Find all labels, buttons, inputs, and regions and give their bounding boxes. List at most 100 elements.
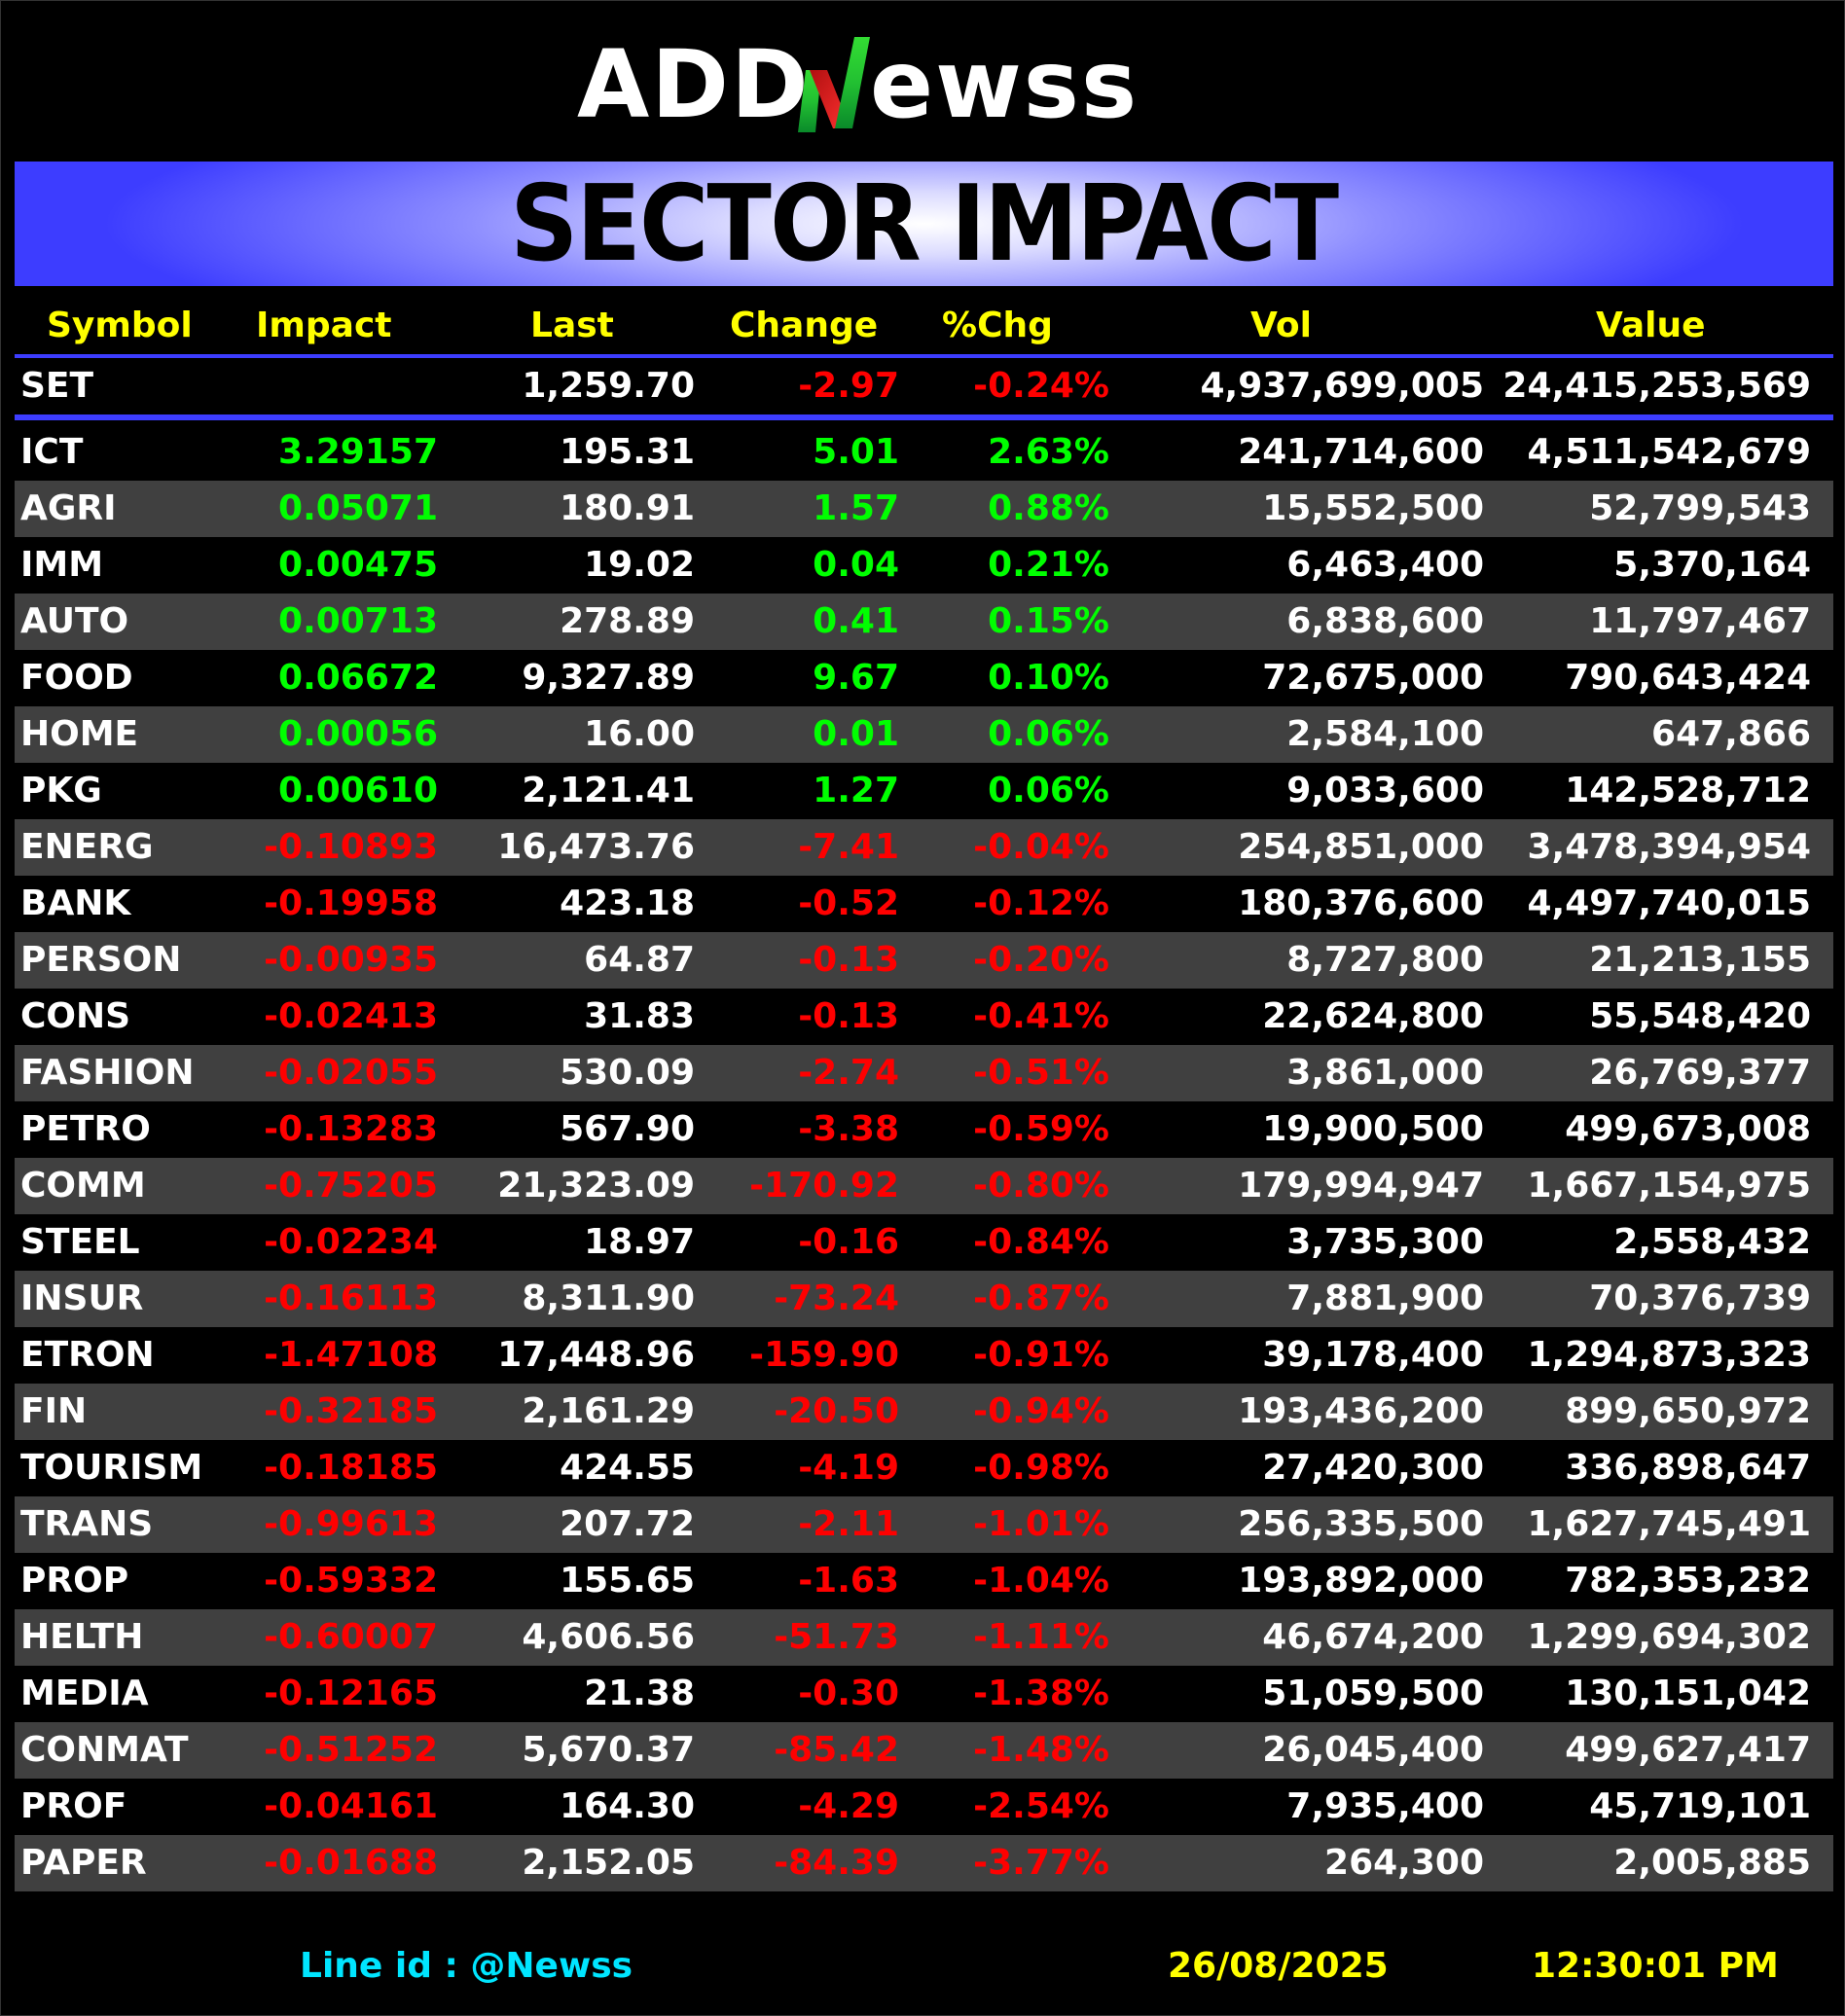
cell-pct-change: -0.41% (973, 996, 1109, 1036)
cell-last: 424.55 (560, 1448, 695, 1488)
cell-volume: 264,300 (1324, 1843, 1484, 1883)
cell-value: 52,799,543 (1589, 488, 1811, 528)
table-row: CONMAT -0.51252 5,670.37 -85.42 -1.48% 26,045… (15, 1722, 1833, 1779)
cell-volume: 72,675,000 (1262, 658, 1484, 698)
cell-impact: 0.06672 (278, 658, 438, 698)
cell-change: -1.63 (798, 1561, 899, 1601)
cell-impact: -0.60007 (264, 1617, 438, 1657)
table-row: FIN -0.32185 2,161.29 -20.50 -0.94% 193,436,2… (15, 1384, 1833, 1440)
header-symbol: Symbol (47, 306, 193, 345)
cell-symbol: PETRO (20, 1109, 151, 1149)
title-banner: SECTOR IMPACT (15, 162, 1833, 286)
cell-volume: 193,436,200 (1238, 1391, 1484, 1431)
sector-table: Symbol Impact Last Change %Chg Vol Value… (15, 298, 1833, 1891)
cell-impact: 0.00056 (278, 714, 438, 754)
table-row: PROP -0.59332 155.65 -1.63 -1.04% 193,892,000… (15, 1553, 1833, 1609)
table-row: ENERG -0.10893 16,473.76 -7.41 -0.04% 254,851… (15, 819, 1833, 876)
table-row: AGRI 0.05071 180.91 1.57 0.88% 15,552,500 52,7… (15, 481, 1833, 537)
cell-volume: 180,376,600 (1238, 883, 1484, 923)
table-row: TOURISM -0.18185 424.55 -4.19 -0.98% 27,420,3… (15, 1440, 1833, 1496)
cell-impact: -0.18185 (264, 1448, 438, 1488)
cell-value: 782,353,232 (1565, 1561, 1811, 1601)
cell-last: 4,606.56 (522, 1617, 695, 1657)
cell-value: 499,673,008 (1565, 1109, 1811, 1149)
cell-change: -2.74 (798, 1053, 899, 1093)
index-value: 24,415,253,569 (1502, 366, 1811, 406)
cell-value: 11,797,467 (1589, 601, 1811, 641)
cell-impact: -0.59332 (264, 1561, 438, 1601)
cell-value: 21,213,155 (1589, 940, 1811, 980)
cell-change: -84.39 (774, 1843, 899, 1883)
table-row: PKG 0.00610 2,121.41 1.27 0.06% 9,033,600 142,… (15, 763, 1833, 819)
cell-volume: 256,335,500 (1238, 1504, 1484, 1544)
cell-value: 1,627,745,491 (1527, 1504, 1811, 1544)
cell-impact: 0.00475 (278, 545, 438, 585)
cell-value: 1,294,873,323 (1527, 1335, 1811, 1375)
table-row: BANK -0.19958 423.18 -0.52 -0.12% 180,376,600… (15, 876, 1833, 932)
cell-impact: -0.51252 (264, 1730, 438, 1770)
cell-pct-change: 2.63% (988, 432, 1109, 472)
cell-symbol: CONS (20, 996, 131, 1036)
cell-pct-change: -0.98% (973, 1448, 1109, 1488)
cell-impact: 0.00610 (278, 771, 438, 810)
cell-value: 790,643,424 (1565, 658, 1811, 698)
cell-symbol: PKG (20, 771, 102, 810)
cell-impact: -0.19958 (264, 883, 438, 923)
cell-pct-change: -0.51% (973, 1053, 1109, 1093)
cell-change: -51.73 (774, 1617, 899, 1657)
header-volume: Vol (1250, 306, 1312, 345)
cell-last: 8,311.90 (522, 1278, 695, 1318)
report-date: 26/08/2025 (1168, 1946, 1389, 1986)
table-row: CONS -0.02413 31.83 -0.13 -0.41% 22,624,800 55… (15, 989, 1833, 1045)
index-last: 1,259.70 (522, 366, 695, 406)
cell-value: 45,719,101 (1589, 1786, 1811, 1826)
cell-volume: 179,994,947 (1238, 1166, 1484, 1206)
cell-last: 21.38 (584, 1674, 695, 1713)
cell-pct-change: -0.91% (973, 1335, 1109, 1375)
cell-value: 26,769,377 (1589, 1053, 1811, 1093)
cell-pct-change: -0.04% (973, 827, 1109, 867)
cell-volume: 3,861,000 (1286, 1053, 1484, 1093)
cell-change: -85.42 (774, 1730, 899, 1770)
cell-volume: 15,552,500 (1262, 488, 1484, 528)
cell-value: 2,005,885 (1613, 1843, 1811, 1883)
cell-change: -20.50 (774, 1391, 899, 1431)
cell-pct-change: -1.48% (973, 1730, 1109, 1770)
cell-pct-change: 0.06% (988, 771, 1109, 810)
logo-text-add: ADD (577, 30, 811, 139)
index-symbol: SET (20, 366, 94, 406)
cell-impact: -0.75205 (264, 1166, 438, 1206)
cell-pct-change: -3.77% (973, 1843, 1109, 1883)
cell-impact: -0.02413 (264, 996, 438, 1036)
header-impact: Impact (256, 306, 392, 345)
cell-pct-change: 0.88% (988, 488, 1109, 528)
cell-impact: -0.01688 (264, 1843, 438, 1883)
table-row: HOME 0.00056 16.00 0.01 0.06% 2,584,100 647,86… (15, 706, 1833, 763)
cell-symbol: MEDIA (20, 1674, 149, 1713)
cell-value: 130,151,042 (1565, 1674, 1811, 1713)
cell-change: -159.90 (749, 1335, 899, 1375)
cell-value: 1,667,154,975 (1527, 1166, 1811, 1206)
table-row: ETRON -1.47108 17,448.96 -159.90 -0.91% 39,17… (15, 1327, 1833, 1384)
cell-volume: 19,900,500 (1262, 1109, 1484, 1149)
cell-symbol: PAPER (20, 1843, 147, 1883)
cell-impact: -0.32185 (264, 1391, 438, 1431)
sector-rows: ICT 3.29157 195.31 5.01 2.63% 241,714,600 4,51… (15, 424, 1833, 1891)
cell-value: 647,866 (1651, 714, 1811, 754)
cell-pct-change: -0.84% (973, 1222, 1109, 1262)
cell-value: 55,548,420 (1589, 996, 1811, 1036)
table-row: AUTO 0.00713 278.89 0.41 0.15% 6,838,600 11,79… (15, 594, 1833, 650)
cell-change: 0.01 (813, 714, 899, 754)
cell-pct-change: -0.20% (973, 940, 1109, 980)
cell-volume: 26,045,400 (1262, 1730, 1484, 1770)
index-divider (15, 414, 1833, 420)
cell-symbol: FASHION (20, 1053, 195, 1093)
table-row: ICT 3.29157 195.31 5.01 2.63% 241,714,600 4,51… (15, 424, 1833, 481)
cell-volume: 6,463,400 (1286, 545, 1484, 585)
cell-value: 499,627,417 (1565, 1730, 1811, 1770)
table-row: HELTH -0.60007 4,606.56 -51.73 -1.11% 46,674,… (15, 1609, 1833, 1666)
cell-last: 17,448.96 (497, 1335, 695, 1375)
cell-impact: -0.13283 (264, 1109, 438, 1149)
cell-impact: 0.00713 (278, 601, 438, 641)
table-row: IMM 0.00475 19.02 0.04 0.21% 6,463,400 5,370,1… (15, 537, 1833, 594)
